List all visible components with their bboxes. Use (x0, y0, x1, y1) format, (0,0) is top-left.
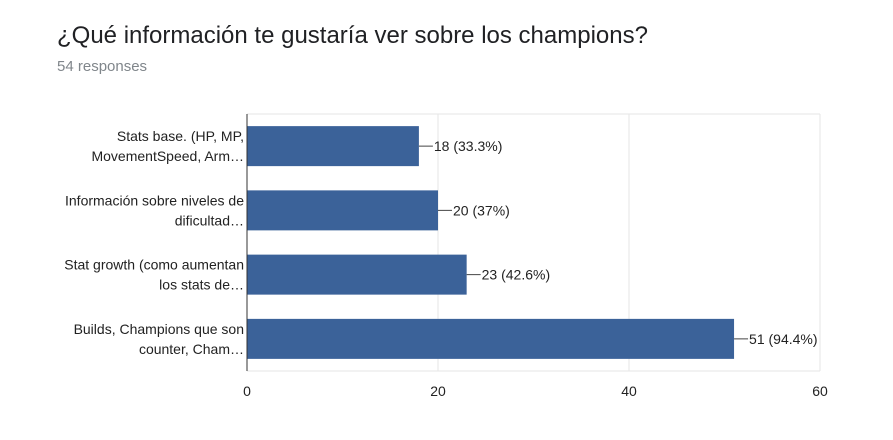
bar (247, 126, 419, 167)
data-label: 51 (94.4%) (749, 331, 817, 347)
category-label: los stats de… (159, 277, 244, 293)
category-label: MovementSpeed, Arm… (91, 148, 244, 164)
x-tick-label: 0 (243, 383, 251, 399)
chart-title: ¿Qué información te gustaría ver sobre l… (57, 22, 648, 49)
bar (247, 190, 438, 231)
bar (247, 254, 467, 295)
category-label: Stats base. (HP, MP, (117, 128, 244, 144)
data-label: 23 (42.6%) (482, 267, 550, 283)
category-label: Información sobre niveles de (65, 192, 244, 208)
category-label: counter, Cham… (139, 341, 244, 357)
x-tick-label: 20 (430, 383, 446, 399)
x-tick-label: 60 (812, 383, 828, 399)
category-label: Stat growth (como aumentan (64, 257, 244, 273)
category-label: Builds, Champions que son (74, 321, 244, 337)
data-label: 18 (33.3%) (434, 138, 502, 154)
category-label: dificultad… (175, 212, 244, 228)
bar (247, 318, 735, 359)
data-label: 20 (37%) (453, 202, 510, 218)
x-tick-label: 40 (621, 383, 637, 399)
response-count: 54 responses (57, 58, 148, 75)
